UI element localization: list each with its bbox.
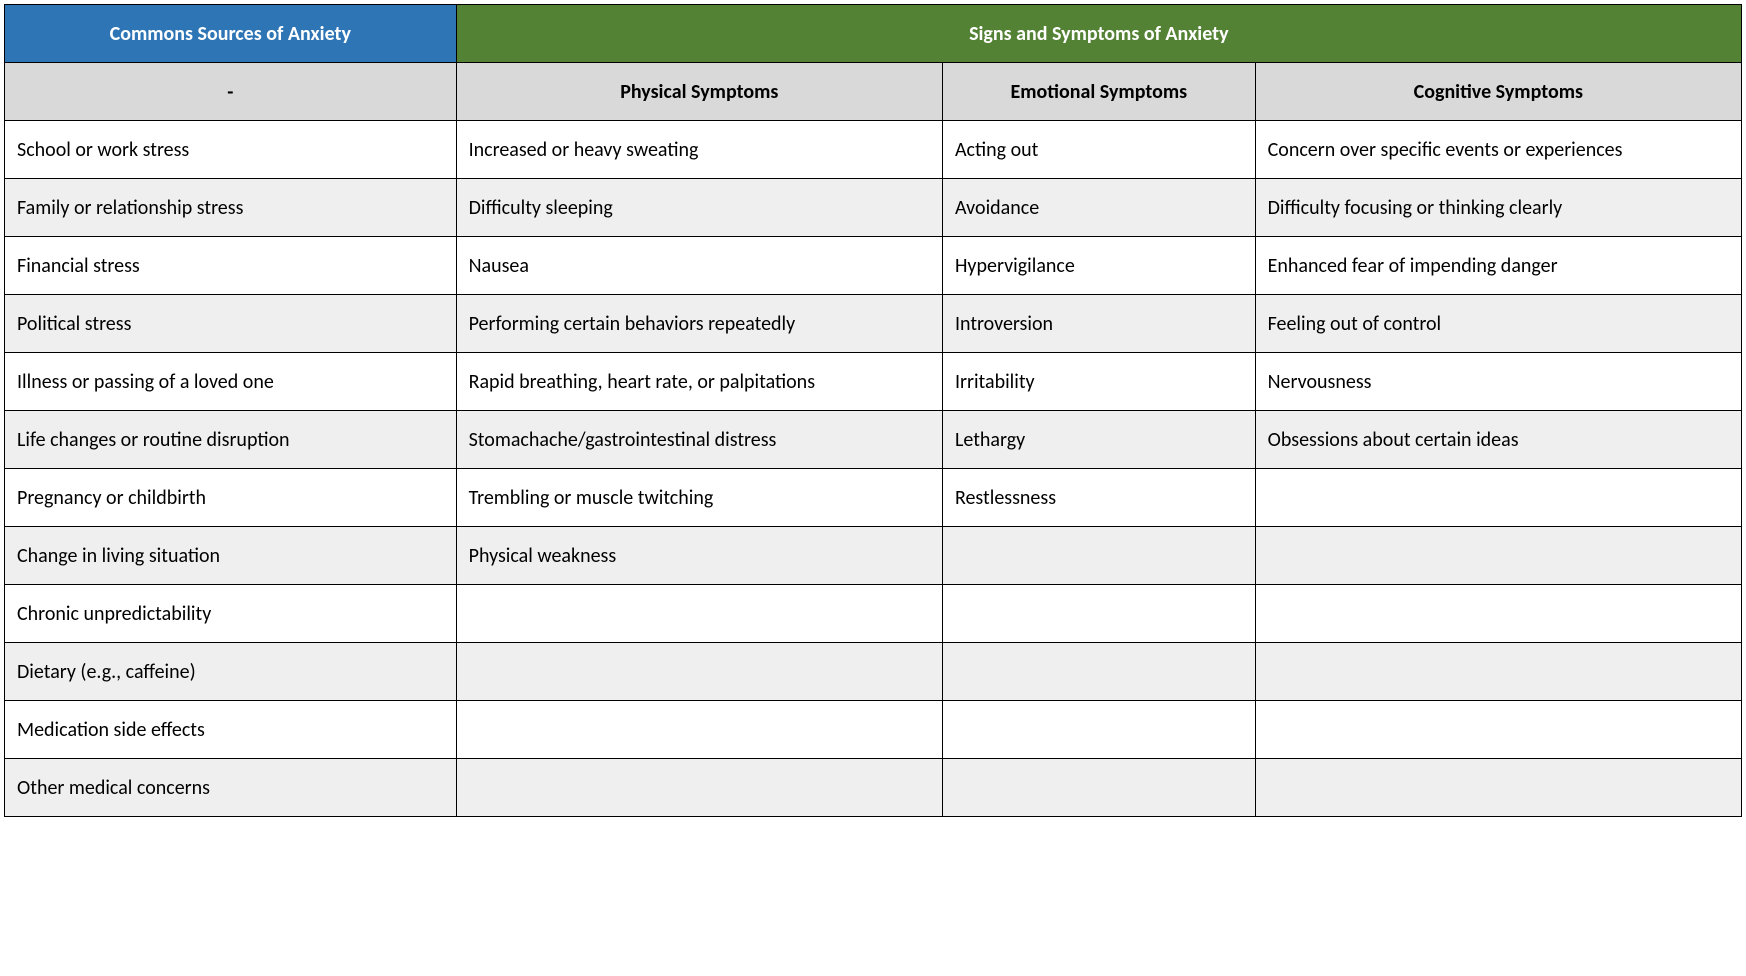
- table-cell: Difficulty focusing or thinking clearly: [1255, 179, 1741, 237]
- table-cell: Change in living situation: [5, 527, 457, 585]
- table-cell: [1255, 701, 1741, 759]
- table-row: Financial stressNauseaHypervigilanceEnha…: [5, 237, 1742, 295]
- table-row: Medication side effects: [5, 701, 1742, 759]
- table-row: Other medical concerns: [5, 759, 1742, 817]
- table-cell: Concern over specific events or experien…: [1255, 121, 1741, 179]
- table-cell: Increased or heavy sweating: [456, 121, 942, 179]
- table-cell: [1255, 469, 1741, 527]
- table-cell: Dietary (e.g., caffeine): [5, 643, 457, 701]
- table-cell: [1255, 643, 1741, 701]
- table-row: Family or relationship stressDifficulty …: [5, 179, 1742, 237]
- table-cell: [1255, 585, 1741, 643]
- table-row: Pregnancy or childbirthTrembling or musc…: [5, 469, 1742, 527]
- top-header-row: Commons Sources of Anxiety Signs and Sym…: [5, 5, 1742, 63]
- table-cell: [942, 527, 1255, 585]
- table-row: Chronic unpredictability: [5, 585, 1742, 643]
- table-cell: Restlessness: [942, 469, 1255, 527]
- table-row: Illness or passing of a loved oneRapid b…: [5, 353, 1742, 411]
- table-cell: Other medical concerns: [5, 759, 457, 817]
- header-sources: Commons Sources of Anxiety: [5, 5, 457, 63]
- anxiety-table: Commons Sources of Anxiety Signs and Sym…: [4, 4, 1742, 817]
- table-cell: Irritability: [942, 353, 1255, 411]
- table-cell: [942, 643, 1255, 701]
- table-cell: [1255, 759, 1741, 817]
- table-cell: Lethargy: [942, 411, 1255, 469]
- table-cell: Trembling or muscle twitching: [456, 469, 942, 527]
- table-cell: [1255, 527, 1741, 585]
- table-cell: Financial stress: [5, 237, 457, 295]
- subheader-physical: Physical Symptoms: [456, 63, 942, 121]
- table-cell: Hypervigilance: [942, 237, 1255, 295]
- table-cell: Enhanced fear of impending danger: [1255, 237, 1741, 295]
- table-cell: Family or relationship stress: [5, 179, 457, 237]
- table-row: Change in living situationPhysical weakn…: [5, 527, 1742, 585]
- table-cell: Rapid breathing, heart rate, or palpitat…: [456, 353, 942, 411]
- table-cell: [456, 759, 942, 817]
- table-cell: School or work stress: [5, 121, 457, 179]
- table-body: School or work stressIncreased or heavy …: [5, 121, 1742, 817]
- table-cell: Pregnancy or childbirth: [5, 469, 457, 527]
- table-cell: Nausea: [456, 237, 942, 295]
- table-cell: [942, 759, 1255, 817]
- subheader-cognitive: Cognitive Symptoms: [1255, 63, 1741, 121]
- table-cell: Political stress: [5, 295, 457, 353]
- table-cell: [456, 585, 942, 643]
- table-cell: Difficulty sleeping: [456, 179, 942, 237]
- table-cell: Feeling out of control: [1255, 295, 1741, 353]
- table-row: School or work stressIncreased or heavy …: [5, 121, 1742, 179]
- table-row: Dietary (e.g., caffeine): [5, 643, 1742, 701]
- table-cell: Stomachache/gastrointestinal distress: [456, 411, 942, 469]
- header-signs: Signs and Symptoms of Anxiety: [456, 5, 1741, 63]
- table-cell: Performing certain behaviors repeatedly: [456, 295, 942, 353]
- subheader-dash: -: [5, 63, 457, 121]
- table-cell: [456, 701, 942, 759]
- table-cell: [456, 643, 942, 701]
- table-head: Commons Sources of Anxiety Signs and Sym…: [5, 5, 1742, 121]
- table-cell: Illness or passing of a loved one: [5, 353, 457, 411]
- table-cell: Nervousness: [1255, 353, 1741, 411]
- table-cell: [942, 585, 1255, 643]
- table-cell: Introversion: [942, 295, 1255, 353]
- table-cell: Chronic unpredictability: [5, 585, 457, 643]
- table-cell: Medication side effects: [5, 701, 457, 759]
- table-cell: Acting out: [942, 121, 1255, 179]
- table-cell: Life changes or routine disruption: [5, 411, 457, 469]
- table-cell: Obsessions about certain ideas: [1255, 411, 1741, 469]
- table-cell: Avoidance: [942, 179, 1255, 237]
- table-cell: [942, 701, 1255, 759]
- subheader-emotional: Emotional Symptoms: [942, 63, 1255, 121]
- table-row: Political stressPerforming certain behav…: [5, 295, 1742, 353]
- table-cell: Physical weakness: [456, 527, 942, 585]
- sub-header-row: - Physical Symptoms Emotional Symptoms C…: [5, 63, 1742, 121]
- table-row: Life changes or routine disruptionStomac…: [5, 411, 1742, 469]
